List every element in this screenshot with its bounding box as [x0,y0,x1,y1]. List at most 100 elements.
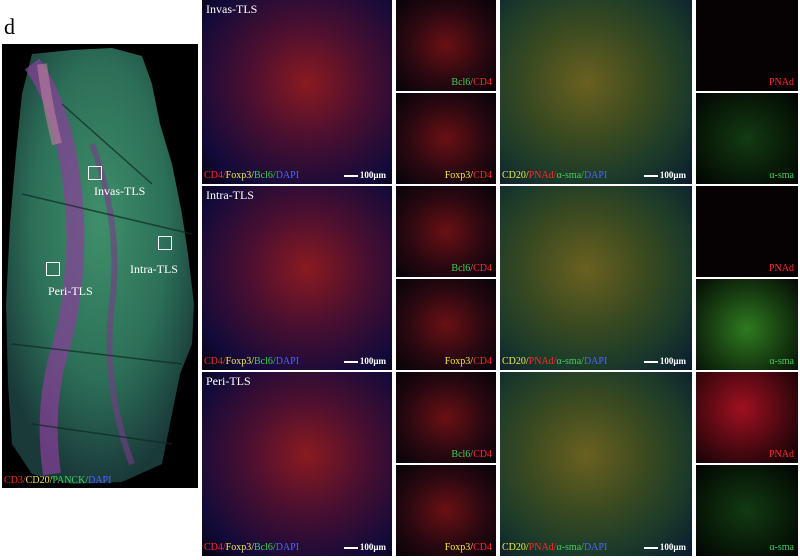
main-legend-row-2: CD4/Foxp3/Bcl6/DAPI [204,542,299,553]
right-top-legend-row-0: PNAd [769,77,794,88]
scale-bar: 100μm [344,542,386,552]
big-legend-row-2-part: DAPI [583,542,608,553]
small-top-legend-row-2-part: CD4 [473,449,492,460]
scale-bar: 100μm [644,170,686,180]
small-bottom-legend-row-2-part: CD4 [473,542,492,553]
small-bottom-row-2: Foxp3/CD4 [396,465,496,556]
roi-box-intra [158,236,172,250]
scale-bar: 100μm [344,170,386,180]
main-legend-row-1: CD4/Foxp3/Bcl6/DAPI [204,356,299,367]
right-top-legend-row-2: PNAd [769,449,794,460]
main-legend-row-2-part: Bcl6/ [254,542,276,553]
main-panel-row-1: Intra-TLS CD4/Foxp3/Bcl6/DAPI 100μm [202,186,392,370]
roi-box-invas [88,166,102,180]
small-bottom-legend-row-1-part: CD4 [473,356,492,367]
roi-label-peri: Peri-TLS [48,284,93,298]
main-legend-row-1-part: CD4/ [204,356,226,367]
right-top-legend-row-1: PNAd [769,263,794,274]
small-bottom-legend-row-0: Foxp3/CD4 [445,170,492,181]
main-legend-row-2-part: Foxp3/ [225,542,255,553]
small-top-legend-row-1-part: Bcl6/ [451,263,474,274]
small-top-legend-row-1-part: CD4 [473,263,492,274]
right-bottom-legend-row-0-part: α-sma [769,170,794,181]
small-top-row-1: Bcl6/CD4 [396,186,496,277]
main-legend-row-0-part: CD4/ [204,170,226,181]
main-legend-row-2-part: CD4/ [204,542,226,553]
big-panel-row-2: CD20/PNAd/α-sma/DAPI 100μm [500,372,692,556]
right-bottom-legend-row-1: α-sma [769,356,794,367]
right-top-row-2: PNAd [696,372,798,463]
small-bottom-legend-row-2: Foxp3/CD4 [445,542,492,553]
right-bottom-legend-row-2: α-sma [769,542,794,553]
small-bottom-row-0: Foxp3/CD4 [396,93,496,184]
big-legend-row-1-part: CD20/ [502,356,529,367]
legend-panck: PANCK/ [52,475,89,486]
right-top-row-1: PNAd [696,186,798,277]
right-bottom-legend-row-0: α-sma [769,170,794,181]
panel-title: Invas-TLS [206,2,258,16]
small-top-row-0: Bcl6/CD4 [396,0,496,91]
big-legend-row-2-part: PNAd/ [528,542,557,553]
overview-tissue-image [6,48,194,484]
big-legend-row-0-part: α-sma/ [556,170,584,181]
scale-bar: 100μm [344,356,386,366]
big-panel-row-0: CD20/PNAd/α-sma/DAPI 100μm [500,0,692,184]
main-panel-row-0: Invas-TLS CD4/Foxp3/Bcl6/DAPI 100μm [202,0,392,184]
right-bottom-legend-row-2-part: α-sma [769,542,794,553]
right-top-legend-row-0-part: PNAd [768,77,794,88]
right-bottom-legend-row-1-part: α-sma [769,356,794,367]
main-legend-row-0-part: Foxp3/ [225,170,255,181]
roi-box-peri [46,262,60,276]
small-top-row-2: Bcl6/CD4 [396,372,496,463]
big-legend-row-2-part: CD20/ [502,542,529,553]
small-bottom-legend-row-2-part: Foxp3/ [444,542,474,553]
big-legend-row-0-part: PNAd/ [528,170,557,181]
small-top-legend-row-0-part: Bcl6/ [451,77,474,88]
scale-bar: 100μm [644,356,686,366]
big-legend-row-1: CD20/PNAd/α-sma/DAPI [502,356,607,367]
legend-cd3: CD3/ [4,475,26,486]
right-bottom-row-0: α-sma [696,93,798,184]
overview-panel: Invas-TLS Intra-TLS Peri-TLS CD3/CD20/PA… [2,44,198,488]
main-panel-row-2: Peri-TLS CD4/Foxp3/Bcl6/DAPI 100μm [202,372,392,556]
small-bottom-legend-row-0-part: Foxp3/ [444,170,474,181]
big-legend-row-2-part: α-sma/ [556,542,584,553]
right-bottom-row-2: α-sma [696,465,798,556]
big-legend-row-0-part: CD20/ [502,170,529,181]
roi-label-invas: Invas-TLS [94,184,146,198]
right-top-legend-row-1-part: PNAd [768,263,794,274]
scale-bar: 100μm [644,542,686,552]
small-bottom-row-1: Foxp3/CD4 [396,279,496,370]
legend-dapi: DAPI [88,475,112,486]
small-bottom-legend-row-1-part: Foxp3/ [444,356,474,367]
roi-label-intra: Intra-TLS [130,262,178,276]
panel-title: Intra-TLS [206,188,254,202]
main-legend-row-1-part: DAPI [275,356,300,367]
small-top-legend-row-0: Bcl6/CD4 [451,77,492,88]
right-bottom-row-1: α-sma [696,279,798,370]
small-top-legend-row-0-part: CD4 [473,77,492,88]
big-legend-row-0: CD20/PNAd/α-sma/DAPI [502,170,607,181]
legend-cd20: CD20/ [25,475,53,486]
main-legend-row-1-part: Bcl6/ [254,356,276,367]
main-legend-row-0-part: DAPI [275,170,300,181]
right-top-row-0: PNAd [696,0,798,91]
overview-legend: CD3/CD20/PANCK/DAPI [4,475,111,486]
small-top-legend-row-1: Bcl6/CD4 [451,263,492,274]
main-legend-row-1-part: Foxp3/ [225,356,255,367]
panel-title: Peri-TLS [206,374,251,388]
main-legend-row-0-part: Bcl6/ [254,170,276,181]
big-legend-row-1-part: PNAd/ [528,356,557,367]
main-legend-row-0: CD4/Foxp3/Bcl6/DAPI [204,170,299,181]
small-bottom-legend-row-0-part: CD4 [473,170,492,181]
small-top-legend-row-2: Bcl6/CD4 [451,449,492,460]
right-top-legend-row-2-part: PNAd [768,449,794,460]
small-bottom-legend-row-1: Foxp3/CD4 [445,356,492,367]
big-panel-row-1: CD20/PNAd/α-sma/DAPI 100μm [500,186,692,370]
big-legend-row-0-part: DAPI [583,170,608,181]
small-top-legend-row-2-part: Bcl6/ [451,449,474,460]
big-legend-row-1-part: DAPI [583,356,608,367]
big-legend-row-2: CD20/PNAd/α-sma/DAPI [502,542,607,553]
big-legend-row-1-part: α-sma/ [556,356,584,367]
figure-letter: d [4,14,15,39]
